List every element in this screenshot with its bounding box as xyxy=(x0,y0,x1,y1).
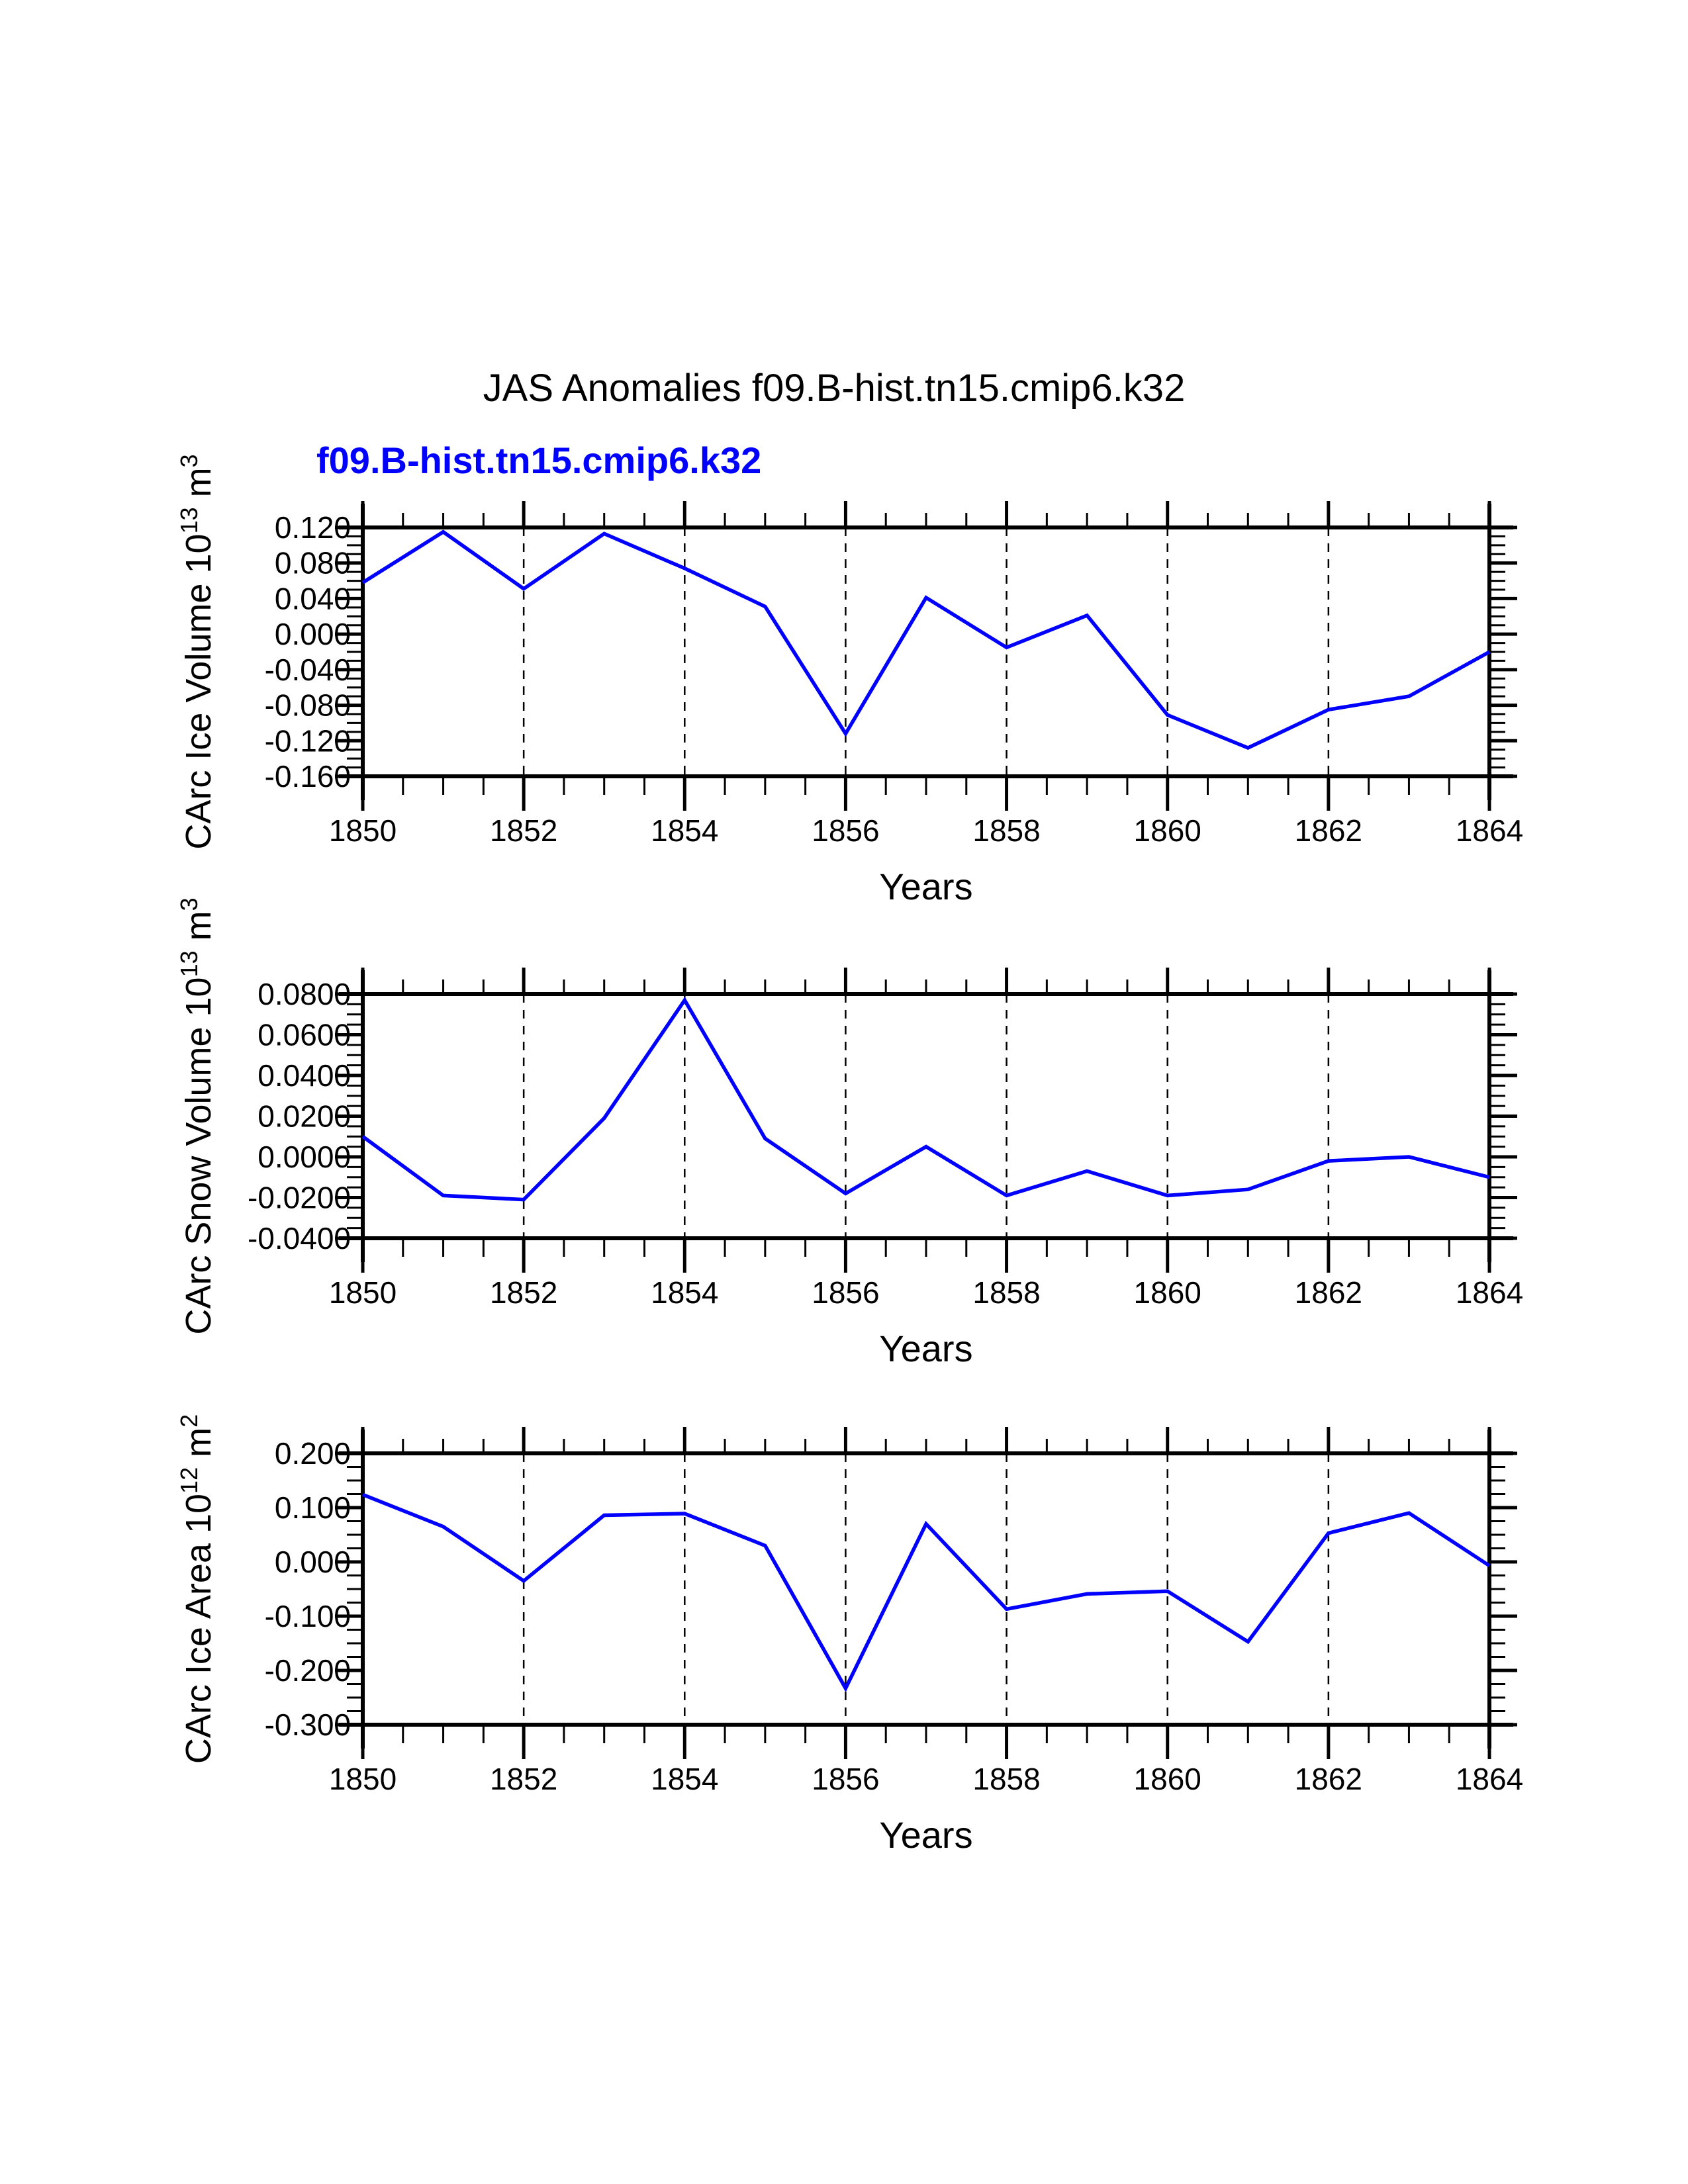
x-axis-title: Years xyxy=(879,1814,972,1856)
x-tick-label: 1858 xyxy=(972,813,1040,848)
y-tick-label: 0.080 xyxy=(275,546,351,580)
y-tick-label: 0.120 xyxy=(275,510,351,545)
x-ticks xyxy=(361,1427,1491,1759)
x-tick-label: 1854 xyxy=(651,813,718,848)
x-ticks xyxy=(361,501,1491,811)
x-tick-labels: 1850 1852 1854 1856 1858 1860 1862 1864 xyxy=(329,1275,1523,1310)
y-ticks xyxy=(335,992,1517,1240)
x-tick-label: 1852 xyxy=(490,1275,557,1310)
gridlines-vertical xyxy=(522,1453,1330,1725)
y-tick-label: 0.0800 xyxy=(258,977,351,1011)
y-tick-label: -0.120 xyxy=(265,723,351,758)
y-ticks xyxy=(335,1451,1517,1727)
x-tick-label: 1858 xyxy=(972,1762,1040,1796)
gridlines-vertical xyxy=(522,994,1330,1238)
series-line-carc-ice-volume xyxy=(361,529,1491,751)
y-tick-label: -0.0400 xyxy=(248,1221,351,1255)
plot-frame xyxy=(339,504,1513,800)
x-tick-label: 1856 xyxy=(812,1762,879,1796)
series-line-carc-ice-area xyxy=(361,1492,1491,1692)
y-tick-labels: 0.200 0.100 0.000 -0.100 -0.200 -0.300 xyxy=(265,1436,351,1742)
y-tick-label: 0.200 xyxy=(275,1436,351,1471)
plot-frame xyxy=(339,1430,1513,1749)
x-tick-label: 1850 xyxy=(329,1762,397,1796)
chart-carc-snow-volume: 0.0800 0.0600 0.0400 0.0200 0.0000 -0.0200 -0.… xyxy=(175,897,1523,1369)
x-tick-label: 1862 xyxy=(1295,1275,1362,1310)
case-label: f09.B-hist.tn15.cmip6.k32 xyxy=(316,439,762,481)
y-tick-label: -0.100 xyxy=(265,1599,351,1633)
y-tick-label: -0.0200 xyxy=(248,1181,351,1215)
x-tick-label: 1862 xyxy=(1295,813,1362,848)
y-tick-label: 0.000 xyxy=(275,617,351,651)
y-tick-label: -0.200 xyxy=(265,1653,351,1688)
y-tick-labels: 0.0800 0.0600 0.0400 0.0200 0.0000 -0.0200 -0.… xyxy=(248,977,351,1255)
y-tick-label: -0.160 xyxy=(265,759,351,794)
y-tick-label: 0.0400 xyxy=(258,1058,351,1093)
figure-title: JAS Anomalies f09.B-hist.tn15.cmip6.k32 xyxy=(483,367,1186,410)
y-tick-label: 0.000 xyxy=(275,1545,351,1579)
x-tick-label: 1862 xyxy=(1295,1762,1362,1796)
y-axis-title: CArc Snow Volume 1013 m3 xyxy=(175,897,218,1334)
x-tick-label: 1854 xyxy=(651,1762,718,1796)
y-axis-title: CArc Ice Volume 1013 m3 xyxy=(175,454,218,849)
x-tick-label: 1860 xyxy=(1134,1275,1201,1310)
x-tick-labels: 1850 1852 1854 1856 1858 1860 1862 1864 xyxy=(329,813,1523,848)
gridlines-vertical xyxy=(522,527,1330,776)
x-axis-title: Years xyxy=(879,1328,972,1369)
y-tick-label: 0.100 xyxy=(275,1490,351,1525)
x-tick-label: 1864 xyxy=(1456,1762,1523,1796)
y-tick-label: 0.040 xyxy=(275,581,351,615)
plot-frame xyxy=(339,970,1513,1262)
x-tick-label: 1850 xyxy=(329,1275,397,1310)
chart-carc-ice-volume: 0.1200.0800.0400.000-0.040-0.080-0.120-0… xyxy=(175,454,1523,907)
x-tick-label: 1856 xyxy=(812,1275,879,1310)
y-tick-label: 0.0200 xyxy=(258,1099,351,1134)
x-tick-label: 1860 xyxy=(1134,1762,1201,1796)
x-tick-label: 1864 xyxy=(1456,1275,1523,1310)
y-tick-labels: 0.1200.0800.0400.000-0.040-0.080-0.120-0… xyxy=(265,510,351,794)
x-tick-label: 1856 xyxy=(812,813,879,848)
y-tick-label: -0.300 xyxy=(265,1707,351,1742)
y-tick-label: -0.040 xyxy=(265,653,351,687)
x-tick-label: 1860 xyxy=(1134,813,1201,848)
x-axis-title: Years xyxy=(879,866,972,907)
x-tick-label: 1852 xyxy=(490,1762,557,1796)
x-ticks xyxy=(361,968,1491,1273)
series-line-carc-snow-volume xyxy=(361,997,1490,1202)
y-ticks xyxy=(335,525,1517,778)
y-tick-label: -0.080 xyxy=(265,688,351,723)
y-tick-label: 0.0600 xyxy=(258,1018,351,1052)
x-tick-label: 1858 xyxy=(972,1275,1040,1310)
x-tick-labels: 1850 1852 1854 1856 1858 1860 1862 1864 xyxy=(329,1762,1523,1796)
x-tick-label: 1854 xyxy=(651,1275,718,1310)
y-axis-title: CArc Ice Area 1012 m2 xyxy=(175,1414,218,1764)
x-tick-label: 1852 xyxy=(490,813,557,848)
y-tick-label: 0.0000 xyxy=(258,1140,351,1174)
x-tick-label: 1850 xyxy=(329,813,397,848)
x-tick-label: 1864 xyxy=(1456,813,1523,848)
